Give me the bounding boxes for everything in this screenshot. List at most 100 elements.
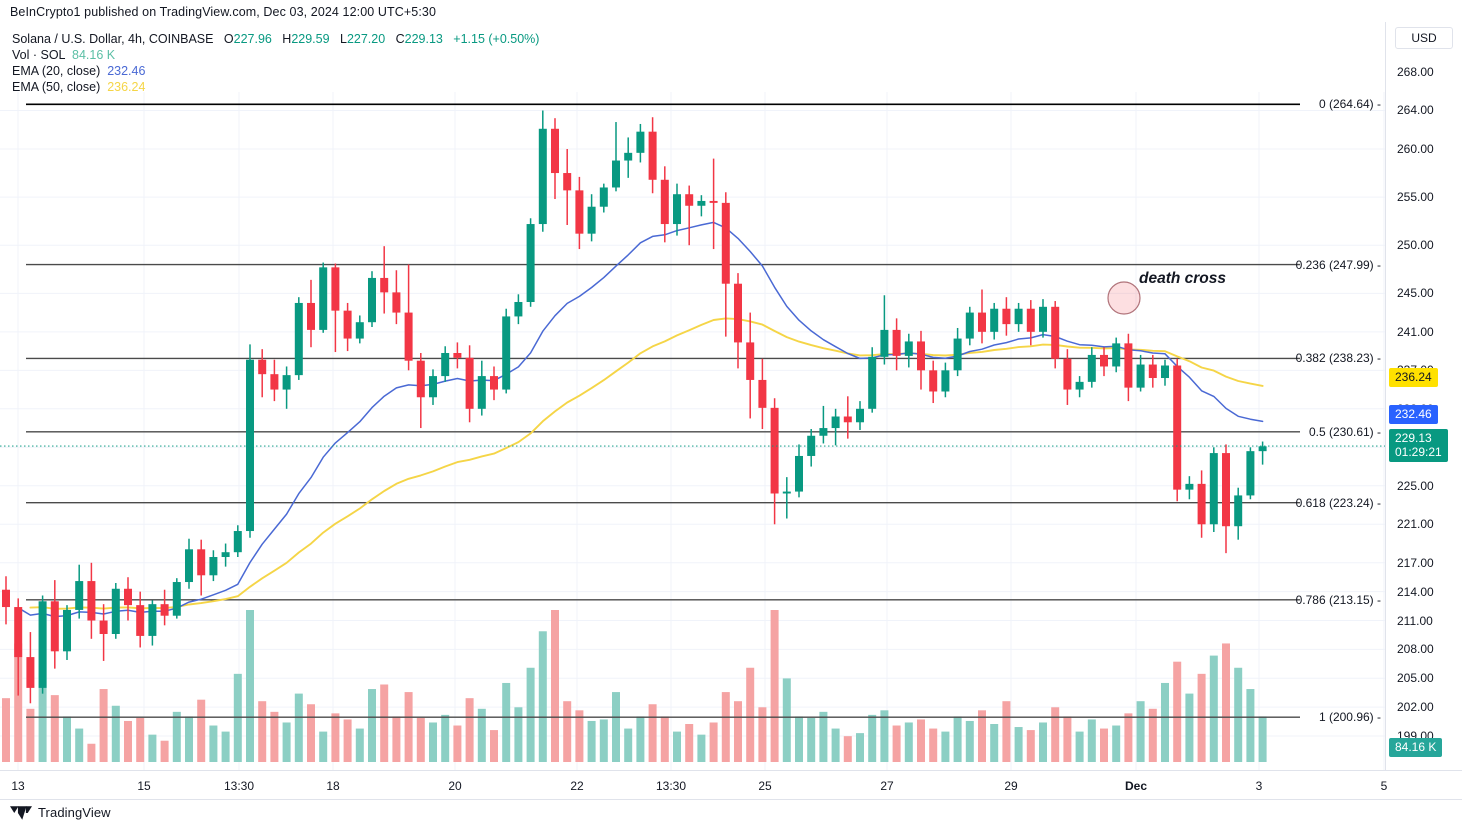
candle: [685, 194, 694, 206]
price-axis[interactable]: USD 268.00 264.00 260.00 255.00 250.00 245.00…: [1385, 22, 1462, 770]
candle: [124, 588, 132, 606]
candle: [380, 277, 389, 293]
candle: [87, 581, 96, 621]
volume-bar: [624, 728, 633, 762]
price-tick: 268.00: [1397, 65, 1434, 79]
volume-bar: [868, 714, 877, 762]
candle: [209, 557, 218, 576]
legend-open-value: 227.96: [233, 32, 272, 46]
candle: [1039, 306, 1047, 332]
volume-bar: [673, 731, 681, 762]
volume-bar: [953, 716, 962, 762]
volume-bar: [221, 731, 230, 762]
candle: [514, 301, 523, 317]
candle: [1014, 308, 1023, 325]
currency-label[interactable]: USD: [1395, 27, 1453, 49]
volume-bar: [526, 667, 535, 762]
candle: [221, 552, 230, 558]
volume-bar: [929, 728, 938, 762]
death-cross-annotation: death cross: [1139, 270, 1227, 287]
volume-bar: [1258, 716, 1267, 762]
volume-bar: [1234, 667, 1243, 762]
candle: [709, 200, 718, 203]
candle: [1161, 365, 1169, 379]
candle: [1258, 446, 1267, 452]
volume-bar: [1014, 727, 1023, 762]
fib-level-label: 0.382 (238.23) -: [1295, 351, 1381, 366]
candle: [904, 341, 913, 356]
price-tick: 202.00: [1397, 700, 1434, 715]
volume-bar: [758, 707, 767, 762]
candle: [734, 283, 742, 343]
legend-ema20-row[interactable]: EMA (20, close) 232.46: [12, 63, 539, 79]
candle: [782, 491, 791, 494]
candle: [148, 604, 157, 636]
legend-ema20-value: 232.46: [107, 64, 146, 78]
candle: [978, 312, 986, 332]
volume-bar: [831, 728, 840, 762]
legend-symbol-row[interactable]: Solana / U.S. Dollar, 4h, COINBASE O227.…: [12, 31, 539, 47]
candle: [50, 601, 59, 652]
volume-bar: [965, 720, 974, 762]
price-tick: 255.00: [1397, 190, 1434, 205]
candle: [2, 589, 10, 608]
candle: [1246, 451, 1255, 496]
candle: [1112, 343, 1121, 367]
time-axis[interactable]: 13 15 13:30 18 20 22 13:30 25 27 29 Dec 3 5: [0, 770, 1462, 800]
price-tick: 225.00: [1397, 478, 1434, 493]
chart-plot-area[interactable]: 0 (264.64) - 0.236 (247.99) - 0.382 (238.2…: [0, 92, 1385, 770]
volume-bar: [807, 717, 816, 762]
legend-low-key: L: [339, 32, 347, 46]
volume-bar: [990, 724, 999, 762]
last-price-badge[interactable]: 229.13 01:29:21: [1389, 429, 1448, 463]
volume-bar: [209, 725, 218, 762]
volume-bar: [685, 724, 694, 762]
fib-level-label: 0 (264.64) -: [1318, 97, 1381, 112]
candle: [1063, 358, 1072, 390]
volume-bar: [319, 731, 328, 762]
volume-bar: [1222, 643, 1230, 762]
time-tick: 27: [880, 779, 894, 793]
legend-volume-row[interactable]: Vol · SOL 84.16 K: [12, 47, 539, 63]
volume-bar: [355, 728, 364, 762]
volume-bar: [502, 682, 511, 762]
fibonacci-lines: [26, 103, 1300, 718]
candle: [307, 302, 315, 330]
candle: [368, 277, 376, 323]
legend-ema50-row[interactable]: EMA (50, close) 236.24: [12, 79, 539, 95]
fib-level-label: 0.5 (230.61) -: [1308, 424, 1381, 439]
volume-bar: [416, 717, 425, 762]
candle: [575, 190, 584, 234]
volume-bar: [978, 710, 986, 762]
ema50-price-badge: 236.24: [1389, 368, 1438, 388]
volume-bar: [1039, 722, 1047, 762]
time-tick: 22: [570, 779, 584, 793]
candle: [831, 416, 840, 429]
candle: [819, 428, 828, 436]
candle: [416, 360, 425, 398]
volume-bar: [14, 643, 23, 762]
candle: [465, 357, 474, 409]
volume-bar: [490, 730, 498, 762]
legend-volume-label: Vol · SOL: [12, 48, 66, 62]
volume-bar: [538, 631, 547, 762]
candle: [721, 202, 730, 284]
time-tick: 29: [1004, 779, 1018, 793]
candle: [441, 352, 450, 377]
volume-bar: [50, 695, 59, 762]
candle: [587, 206, 596, 234]
candle: [75, 581, 84, 610]
volume-bar: [1246, 689, 1255, 762]
volume-bar: [697, 734, 706, 762]
volume-bar: [160, 740, 169, 762]
legend-ema20-label: EMA (20, close): [12, 64, 101, 78]
candle: [490, 376, 498, 390]
volume-bar: [843, 736, 852, 762]
volume-bar: [563, 701, 572, 762]
candle: [1002, 308, 1011, 325]
candle: [331, 267, 340, 311]
candle: [965, 312, 974, 339]
volume-bar: [294, 693, 303, 762]
candle: [1185, 483, 1194, 490]
legend-high-value: 229.59: [291, 32, 330, 46]
